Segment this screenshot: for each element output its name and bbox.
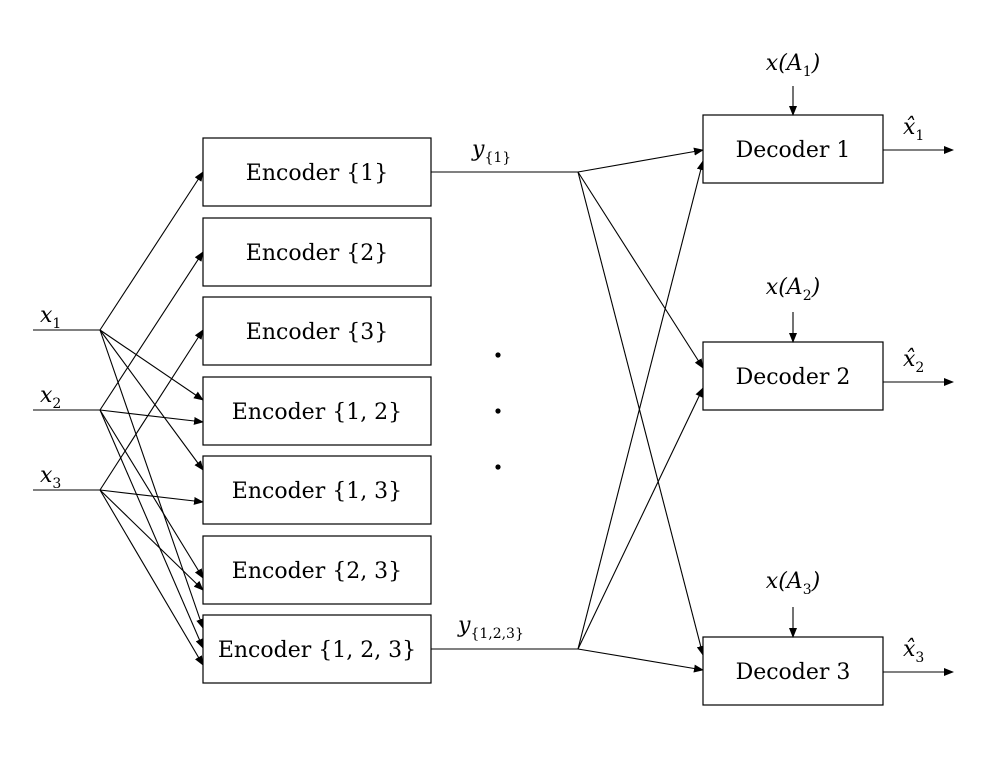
encoder-label-1: Encoder {1} bbox=[246, 161, 388, 186]
input-label-x2: x2 bbox=[40, 383, 61, 412]
encoder-box-123 bbox=[202, 614, 432, 684]
fanout-x1 bbox=[99, 171, 204, 629]
encoder-box-13 bbox=[202, 455, 432, 525]
routing-from-y1 bbox=[577, 147, 705, 656]
encoder-box-2 bbox=[202, 217, 432, 287]
decoder-output-label-1: x̂1 bbox=[903, 115, 924, 144]
decoder-label-2: Decoder 2 bbox=[736, 365, 851, 390]
fanout-x2 bbox=[99, 251, 204, 649]
encoder-label-2: Encoder {2} bbox=[246, 241, 388, 266]
side-info-label-1: x(A1) bbox=[766, 51, 820, 80]
decoder-output-label-2: x̂2 bbox=[903, 347, 924, 376]
input-label-x3: x3 bbox=[40, 463, 61, 492]
input-label-x1: x1 bbox=[40, 303, 61, 332]
decoder-label-1: Decoder 1 bbox=[736, 138, 851, 163]
encoder-box-23 bbox=[202, 535, 432, 605]
encoder-label-13: Encoder {1, 3} bbox=[232, 479, 402, 504]
output-label-y123: y{1,2,3} bbox=[457, 613, 524, 642]
decoder-box-1 bbox=[702, 114, 884, 184]
decoder-label-3: Decoder 3 bbox=[736, 660, 851, 685]
encoder-label-3: Encoder {3} bbox=[246, 320, 388, 345]
encoder-box-12 bbox=[202, 376, 432, 446]
side-info-label-2: x(A2) bbox=[766, 275, 820, 304]
encoder-box-3 bbox=[202, 296, 432, 366]
routing-from-y123 bbox=[577, 160, 705, 673]
encoder-label-12: Encoder {1, 2} bbox=[232, 400, 402, 425]
input-lines bbox=[33, 329, 100, 491]
encoder-column: Encoder {1} Encoder {2} Encoder {3} Enco… bbox=[202, 137, 432, 684]
encoder-label-123: Encoder {1, 2, 3} bbox=[218, 638, 416, 663]
decoder-column: Decoder 1 Decoder 2 Decoder 3 bbox=[702, 114, 884, 706]
ellipsis-dots bbox=[495, 352, 501, 470]
fanout-x3 bbox=[99, 329, 204, 666]
decoder-box-2 bbox=[702, 341, 884, 411]
decoder-box-3 bbox=[702, 636, 884, 706]
encoder-label-23: Encoder {2, 3} bbox=[232, 559, 402, 584]
side-info-label-3: x(A3) bbox=[766, 569, 820, 598]
encoder-box-1 bbox=[202, 137, 432, 207]
output-label-y1: y{1} bbox=[471, 137, 511, 166]
decoder-output-label-3: x̂3 bbox=[903, 637, 924, 666]
